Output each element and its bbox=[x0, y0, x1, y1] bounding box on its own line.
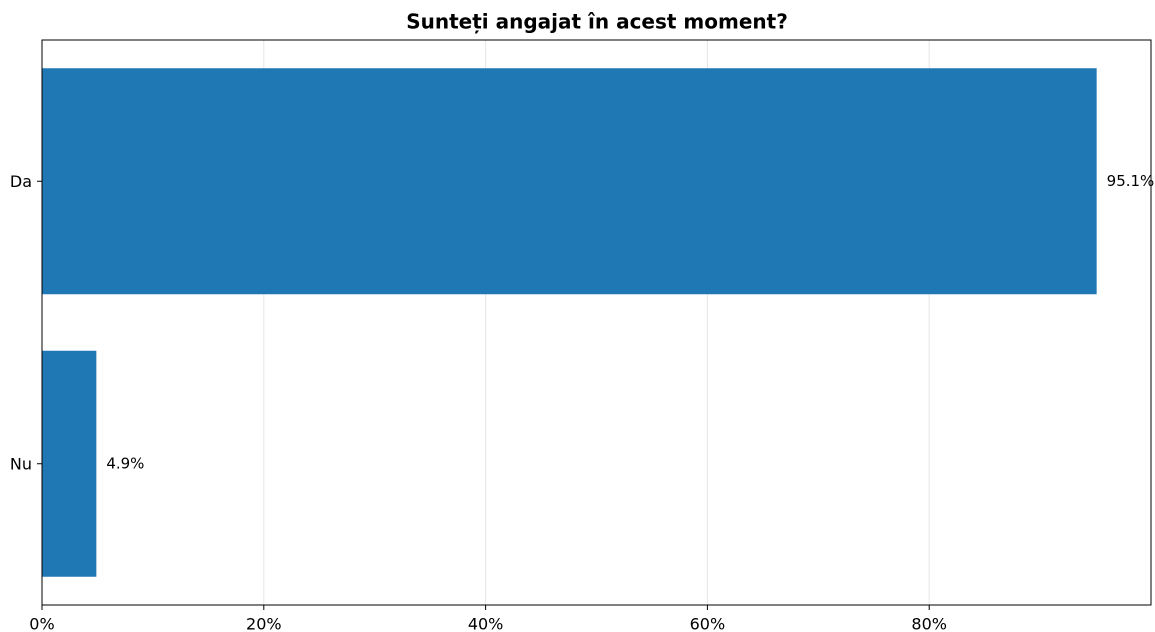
chart-title: Sunteți angajat în acest moment? bbox=[406, 10, 788, 34]
plot-frame bbox=[41, 39, 1152, 606]
value-label: 95.1% bbox=[1107, 172, 1155, 190]
value-label: 4.9% bbox=[106, 454, 144, 472]
x-tick-label: 40% bbox=[468, 615, 504, 632]
x-tick-label: 20% bbox=[246, 615, 282, 632]
y-tick-label: Da bbox=[10, 172, 32, 191]
y-tick-label: Nu bbox=[10, 454, 32, 473]
x-tick-label: 0% bbox=[29, 615, 54, 632]
x-tick-label: 60% bbox=[690, 615, 726, 632]
bar bbox=[42, 350, 97, 577]
x-tick-label: 80% bbox=[911, 615, 947, 632]
bar bbox=[42, 68, 1097, 295]
